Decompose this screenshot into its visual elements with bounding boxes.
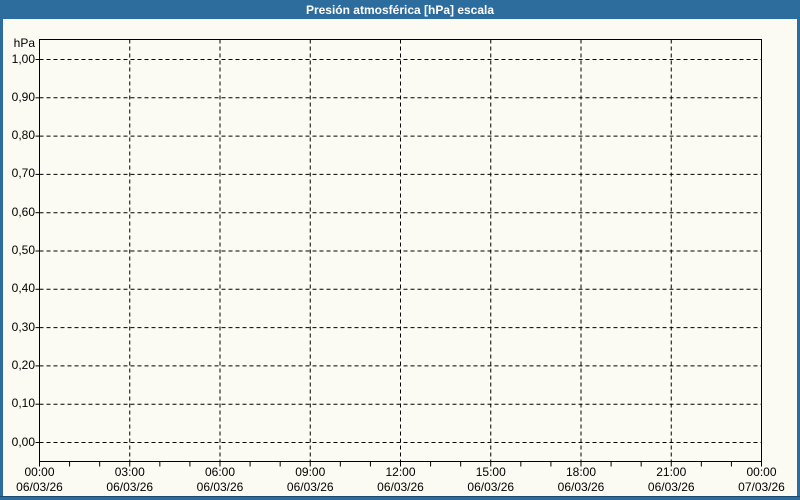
x-tick-date: 06/03/26 (196, 480, 244, 494)
x-tick-label: 18:00 06/03/26 (536, 465, 626, 495)
y-tick-label: 0,60 (11, 204, 35, 219)
x-tick-label: 15:00 06/03/26 (446, 465, 536, 495)
x-tick-label: 00:00 06/03/26 (0, 465, 85, 495)
x-tick-label: 21:00 06/03/26 (626, 465, 716, 495)
x-tick-label: 09:00 06/03/26 (265, 465, 355, 495)
x-tick-date: 06/03/26 (16, 480, 63, 494)
x-tick-label: 03:00 06/03/26 (85, 465, 175, 495)
x-tick-time: 03:00 (114, 465, 145, 479)
window-border-bottom-inner (0, 496, 800, 497)
x-tick-date: 07/03/26 (738, 480, 785, 494)
y-tick-label: 0,20 (11, 357, 35, 372)
x-tick-time: 21:00 (656, 465, 687, 479)
window-border-right (797, 0, 800, 500)
y-tick-label: 0,50 (11, 243, 35, 257)
y-tick-label: 0,80 (11, 128, 35, 143)
x-tick-date: 06/03/26 (647, 480, 695, 494)
y-tick-label: 0,90 (11, 89, 35, 104)
window-border-left (0, 0, 3, 500)
y-tick-label: 0,70 (11, 166, 35, 181)
y-tick-label: 0,40 (11, 281, 35, 296)
y-tick-label: 1,00 (11, 51, 35, 66)
title-bar: Presión atmosférica [hPa] escala (0, 0, 800, 19)
x-tick-time: 00:00 (746, 465, 777, 479)
x-tick-date: 06/03/26 (557, 480, 605, 494)
y-tick-label: 0,30 (11, 319, 35, 334)
x-tick-time: 12:00 (385, 465, 416, 479)
window-border-bottom (0, 497, 800, 500)
x-tick-time: 00:00 (24, 465, 55, 479)
x-tick-label: 00:00 07/03/26 (717, 465, 800, 495)
x-tick-time: 06:00 (204, 465, 236, 479)
x-tick-label: 12:00 06/03/26 (356, 465, 446, 495)
x-tick-label: 06:00 06/03/26 (175, 465, 265, 495)
y-tick-label: 0,10 (11, 396, 35, 411)
x-tick-date: 06/03/26 (106, 480, 154, 494)
x-tick-date: 06/03/26 (286, 480, 334, 494)
x-tick-time: 09:00 (295, 465, 326, 479)
y-axis-unit-label: hPa (13, 35, 35, 50)
x-tick-date: 06/03/26 (467, 480, 515, 494)
x-tick-time: 15:00 (475, 465, 506, 479)
window-title: Presión atmosférica [hPa] escala (305, 2, 495, 17)
x-tick-time: 18:00 (565, 465, 597, 479)
x-tick-date: 06/03/26 (377, 480, 424, 494)
y-tick-label: 0,00 (11, 434, 35, 449)
